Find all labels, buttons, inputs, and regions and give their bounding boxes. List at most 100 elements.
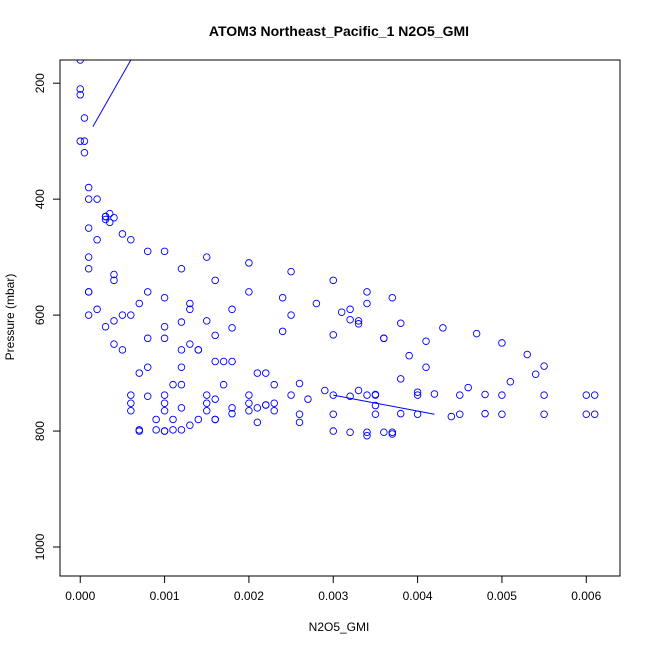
data-point xyxy=(498,391,506,399)
data-point xyxy=(363,428,371,436)
data-point xyxy=(135,369,144,377)
data-point xyxy=(363,288,371,296)
y-tick-label: 800 xyxy=(33,421,47,441)
data-point xyxy=(329,410,338,418)
data-point xyxy=(346,392,354,401)
data-point xyxy=(287,267,295,276)
data-point xyxy=(228,404,236,412)
data-point xyxy=(439,324,447,332)
data-point xyxy=(143,288,152,296)
data-point xyxy=(110,213,118,222)
data-point xyxy=(456,391,464,399)
data-point xyxy=(498,339,506,347)
data-point xyxy=(169,426,177,434)
data-point xyxy=(363,431,371,440)
data-point xyxy=(177,363,186,372)
data-point xyxy=(270,399,278,407)
x-tick-label: 0.002 xyxy=(234,589,264,603)
data-point xyxy=(506,378,515,386)
data-point xyxy=(371,410,380,418)
data-point xyxy=(295,418,304,427)
data-point xyxy=(582,391,591,399)
data-point xyxy=(405,351,413,360)
data-point xyxy=(152,415,160,424)
data-point xyxy=(211,276,219,285)
data-point xyxy=(422,363,430,372)
data-point xyxy=(211,395,219,403)
data-point xyxy=(160,322,169,331)
data-point xyxy=(481,390,489,399)
data-point xyxy=(413,391,422,399)
data-point xyxy=(396,409,405,418)
data-point xyxy=(160,247,169,256)
x-tick-label: 0.001 xyxy=(150,589,180,603)
data-point xyxy=(76,137,84,145)
data-point xyxy=(295,410,304,418)
y-axis: 200 400 600 800 1000 xyxy=(33,73,60,560)
data-point xyxy=(396,375,405,383)
y-tick-label: 400 xyxy=(33,189,47,209)
data-point xyxy=(590,391,599,399)
connecting-line xyxy=(92,60,132,127)
data-point xyxy=(143,363,152,372)
data-point xyxy=(523,350,531,359)
data-point xyxy=(160,399,169,407)
data-point xyxy=(540,362,548,370)
data-point xyxy=(456,410,464,418)
data-point xyxy=(371,390,380,399)
data-point xyxy=(396,319,405,327)
data-point xyxy=(160,391,169,399)
data-point xyxy=(186,305,194,314)
data-point xyxy=(93,235,101,244)
data-point xyxy=(110,270,118,279)
data-point xyxy=(472,329,481,338)
data-point xyxy=(363,391,371,399)
data-point xyxy=(202,253,211,261)
data-point xyxy=(143,247,152,256)
data-point xyxy=(413,388,422,396)
x-tick-label: 0.004 xyxy=(403,589,433,603)
data-point xyxy=(346,305,354,314)
data-point xyxy=(80,114,89,122)
data-point xyxy=(253,369,262,377)
data-point xyxy=(329,427,338,435)
data-point xyxy=(346,428,354,436)
data-point xyxy=(371,401,380,410)
data-point xyxy=(380,334,388,343)
x-tick-label: 0.003 xyxy=(318,589,348,603)
data-point xyxy=(245,399,253,407)
data-point xyxy=(582,410,591,418)
plot-frame xyxy=(59,59,621,577)
data-point xyxy=(287,311,295,319)
data-point xyxy=(270,407,278,415)
data-point xyxy=(312,299,321,308)
data-point xyxy=(76,85,84,93)
data-point xyxy=(447,412,456,421)
data-points xyxy=(76,60,599,440)
data-point xyxy=(262,369,270,377)
data-point xyxy=(304,395,312,403)
data-point xyxy=(127,311,135,319)
x-axis: 0.000 0.001 0.002 0.003 0.004 0.005 0.006 xyxy=(65,576,602,603)
data-point xyxy=(101,215,110,224)
chart-title: ATOM3 Northeast_Pacific_1 N2O5_GMI xyxy=(209,23,469,39)
data-point xyxy=(590,410,599,418)
data-point xyxy=(169,415,177,424)
data-point xyxy=(346,315,354,324)
data-point xyxy=(177,404,186,412)
data-point xyxy=(143,392,152,401)
data-point xyxy=(278,327,287,336)
data-point xyxy=(93,305,101,314)
data-point xyxy=(118,230,127,238)
data-point xyxy=(160,407,169,415)
data-point xyxy=(143,334,152,343)
y-tick-label: 600 xyxy=(33,305,47,325)
data-point xyxy=(194,415,203,424)
data-point xyxy=(228,324,236,332)
data-point xyxy=(354,317,363,325)
data-point xyxy=(84,264,93,273)
data-point xyxy=(211,331,219,340)
data-point xyxy=(380,428,388,436)
y-tick-label: 200 xyxy=(33,73,47,93)
data-point xyxy=(110,276,118,285)
